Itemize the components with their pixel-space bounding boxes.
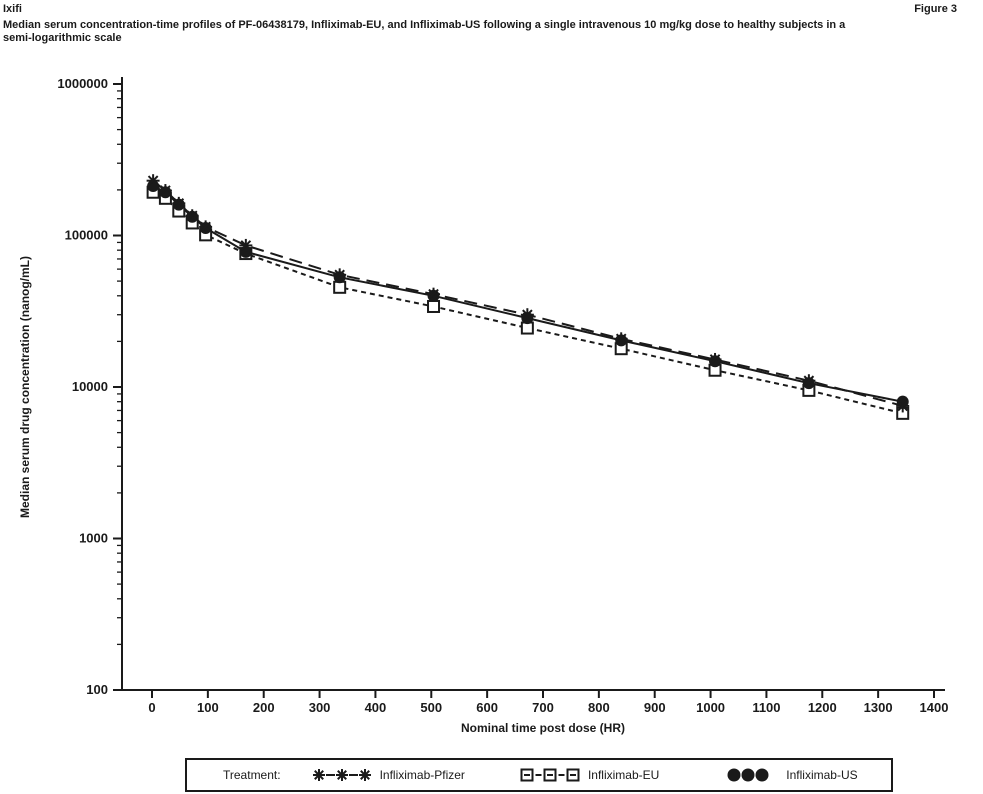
svg-text:100000: 100000 [65,228,108,243]
svg-text:Nominal time post dose (HR): Nominal time post dose (HR) [461,721,625,735]
figure-caption-line2: semi-logarithmic scale [3,32,122,44]
svg-text:1100: 1100 [752,700,780,715]
svg-text:700: 700 [532,700,554,715]
legend-item-infliximab-eu: Infliximab-EU [519,767,659,783]
svg-text:800: 800 [588,700,610,715]
svg-text:400: 400 [365,700,387,715]
svg-text:200: 200 [253,700,275,715]
legend-treatment-label: Treatment: [223,768,281,782]
svg-text:1200: 1200 [808,700,837,715]
legend-item-label: Infliximab-EU [587,768,660,782]
svg-text:100: 100 [86,682,108,697]
svg-text:0: 0 [148,700,155,715]
svg-text:Median serum drug concentratio: Median serum drug concentration (nanog/m… [18,256,32,518]
filled-circle-line-icon [727,768,769,782]
svg-text:1300: 1300 [864,700,893,715]
svg-text:1000: 1000 [79,531,108,546]
svg-text:1000000: 1000000 [57,76,108,91]
legend-item-infliximab-us: Infliximab-US [717,767,858,783]
legend-item-label: Infliximab-Pfizer [379,768,465,782]
open-square-line-icon [520,768,580,782]
svg-text:600: 600 [476,700,498,715]
figure-caption-line1: Median serum concentration-time profiles… [3,19,846,31]
chart-legend: Treatment: Infliximab-Pfizer Infliximab-… [185,758,893,792]
svg-text:300: 300 [309,700,331,715]
svg-text:500: 500 [420,700,442,715]
svg-text:1400: 1400 [920,700,949,715]
figure-caption: Median serum concentration-time profiles… [3,19,933,45]
figure-header: Ixifi Figure 3 [3,3,957,16]
svg-text:10000: 10000 [72,379,108,394]
figure-label: Figure 3 [914,3,957,15]
asterisk-line-icon [312,769,371,781]
legend-item-infliximab-pfizer: Infliximab-Pfizer [311,767,465,783]
legend-item-label: Infliximab-US [786,768,858,782]
product-title: Ixifi [3,3,22,15]
svg-text:1000: 1000 [696,700,725,715]
svg-text:900: 900 [644,700,666,715]
svg-text:100: 100 [197,700,219,715]
